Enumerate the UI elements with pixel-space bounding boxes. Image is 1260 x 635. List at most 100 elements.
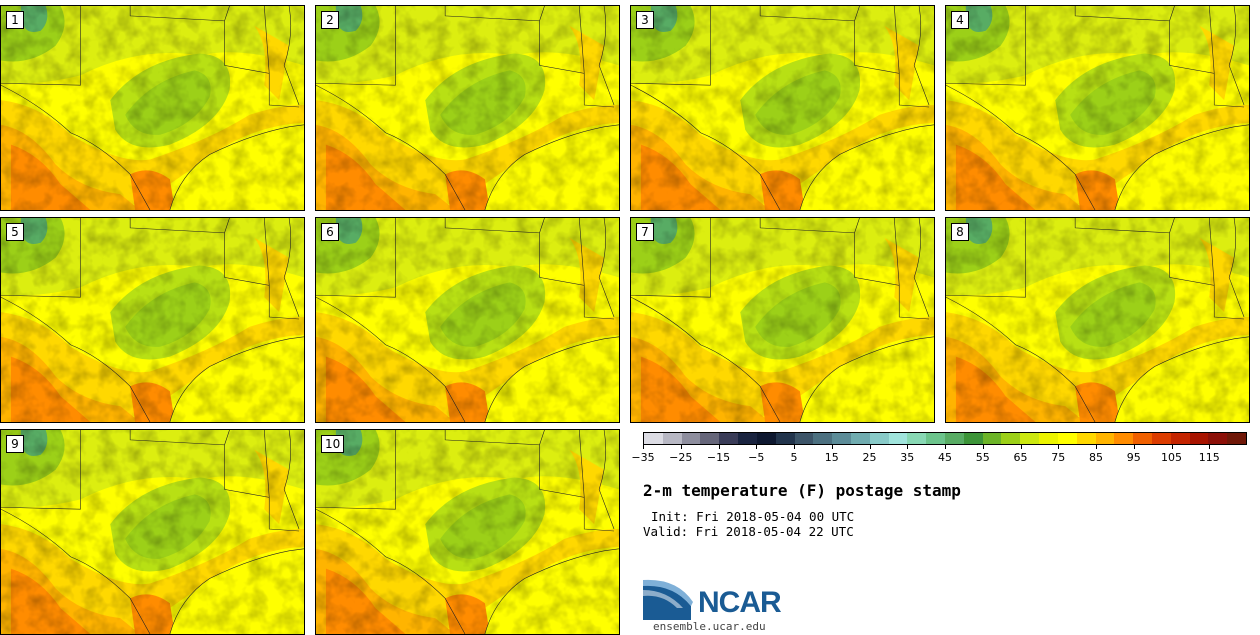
- colorbar-tick: [680, 445, 682, 449]
- temperature-map: [946, 218, 1249, 422]
- colorbar-swatch: [662, 433, 682, 444]
- colorbar-swatch: [1076, 433, 1096, 444]
- colorbar-tick: [982, 445, 984, 449]
- colorbar-swatch: [907, 433, 927, 444]
- colorbar-swatch: [775, 433, 795, 444]
- ensemble-member-panel: 7: [630, 217, 935, 423]
- colorbar-swatch: [1057, 433, 1077, 444]
- colorbar-swatch: [888, 433, 908, 444]
- colorbar-swatch: [700, 433, 720, 444]
- ensemble-url: ensemble.ucar.edu: [653, 620, 766, 633]
- ncar-logo-text: NCAR: [698, 586, 782, 619]
- member-number-label: 7: [636, 223, 654, 241]
- member-number-label: 10: [321, 435, 345, 453]
- colorbar-tick: [1209, 445, 1211, 449]
- colorbar-tick: [869, 445, 871, 449]
- colorbar-swatch: [1020, 433, 1040, 444]
- colorbar-swatch: [681, 433, 701, 444]
- colorbar-swatch: [1151, 433, 1171, 444]
- colorbar-swatch: [1170, 433, 1190, 444]
- colorbar-tick-label: 85: [1089, 451, 1103, 464]
- colorbar-tick-label: 55: [975, 451, 990, 464]
- valid-time: Valid: Fri 2018-05-04 22 UTC: [643, 524, 854, 539]
- colorbar-tick: [794, 445, 795, 449]
- temperature-map: [946, 6, 1249, 210]
- member-number-label: 1: [6, 11, 24, 29]
- colorbar-tick-label: 105: [1161, 451, 1182, 464]
- figure-title: 2-m temperature (F) postage stamp: [643, 481, 961, 500]
- colorbar: [643, 432, 1247, 445]
- member-number-label: 6: [321, 223, 339, 241]
- colorbar-tick: [1058, 445, 1060, 449]
- ensemble-member-panel: 4: [945, 5, 1250, 211]
- temperature-map: [1, 218, 304, 422]
- colorbar-tick-label: 75: [1051, 451, 1066, 464]
- colorbar-swatch: [738, 433, 757, 444]
- colorbar-swatch: [1039, 433, 1058, 444]
- colorbar-tick: [907, 445, 909, 449]
- colorbar-tick-label: −35: [631, 451, 655, 464]
- colorbar-tick: [1020, 445, 1022, 449]
- ensemble-member-panel: 9: [0, 429, 305, 635]
- colorbar-tick-label: 15: [824, 451, 839, 464]
- colorbar-swatch: [832, 433, 851, 444]
- member-number-label: 4: [951, 11, 969, 29]
- colorbar-ticks: −35 −25 −15 −5 5 15 25 35 45 55 65 75 85 95 105 115: [631, 445, 1247, 465]
- colorbar-swatch: [1208, 433, 1228, 444]
- colorbar-swatch: [719, 433, 739, 444]
- temperature-map: [631, 6, 934, 210]
- ensemble-member-panel: 10: [315, 429, 620, 635]
- colorbar-tick-label: 25: [862, 451, 877, 464]
- member-number-label: 2: [321, 11, 339, 29]
- colorbar-swatch: [813, 433, 833, 444]
- member-number-label: 5: [6, 223, 24, 241]
- temperature-map: [1, 430, 304, 634]
- colorbar-swatch: [1114, 433, 1134, 444]
- colorbar-swatch: [982, 433, 1002, 444]
- colorbar-tick-label: 35: [900, 451, 915, 464]
- colorbar-swatch: [794, 433, 814, 444]
- colorbar-tick: [945, 445, 946, 449]
- colorbar-tick-label: −15: [706, 451, 731, 464]
- ensemble-member-panel: 8: [945, 217, 1250, 423]
- colorbar-tick: [1096, 445, 1097, 449]
- colorbar-swatch: [869, 433, 889, 444]
- member-number-label: 3: [636, 11, 654, 29]
- colorbar-tick: [1171, 445, 1173, 449]
- colorbar-swatch: [1095, 433, 1115, 444]
- temperature-map: [316, 218, 619, 422]
- colorbar-swatch: [926, 433, 945, 444]
- colorbar-swatch: [850, 433, 870, 444]
- colorbar-tick-label: −5: [748, 451, 765, 464]
- colorbar-tick: [756, 445, 758, 449]
- colorbar-swatch: [1001, 433, 1021, 444]
- temperature-map: [1, 6, 304, 210]
- temperature-map: [316, 430, 619, 634]
- colorbar-tick-label: −25: [669, 451, 693, 464]
- colorbar-tick-label: 95: [1126, 451, 1141, 464]
- temperature-map: [316, 6, 619, 210]
- colorbar-tick-label: 45: [938, 451, 952, 464]
- colorbar-tick-label: 65: [1013, 451, 1028, 464]
- colorbar-tick: [831, 445, 833, 449]
- member-number-label: 9: [6, 435, 24, 453]
- colorbar-swatch: [756, 433, 776, 444]
- colorbar-tick-label: 115: [1198, 451, 1220, 464]
- temperature-map: [631, 218, 934, 422]
- ensemble-member-panel: 2: [315, 5, 620, 211]
- colorbar-tick: [718, 445, 720, 449]
- colorbar-swatch: [963, 433, 983, 444]
- colorbar-swatch: [1133, 433, 1152, 444]
- init-time: Init: Fri 2018-05-04 00 UTC: [651, 509, 855, 524]
- member-number-label: 8: [951, 223, 969, 241]
- colorbar-swatch: [1227, 433, 1246, 444]
- ncar-logo-icon: [643, 579, 693, 620]
- colorbar-swatch: [644, 433, 663, 444]
- colorbar-tick-label: 5: [790, 451, 798, 464]
- colorbar-tick: [643, 445, 644, 449]
- ensemble-member-panel: 1: [0, 5, 305, 211]
- ensemble-member-panel: 5: [0, 217, 305, 423]
- colorbar-swatch: [945, 433, 964, 444]
- colorbar-swatch: [1189, 433, 1209, 444]
- colorbar-tick: [1133, 445, 1135, 449]
